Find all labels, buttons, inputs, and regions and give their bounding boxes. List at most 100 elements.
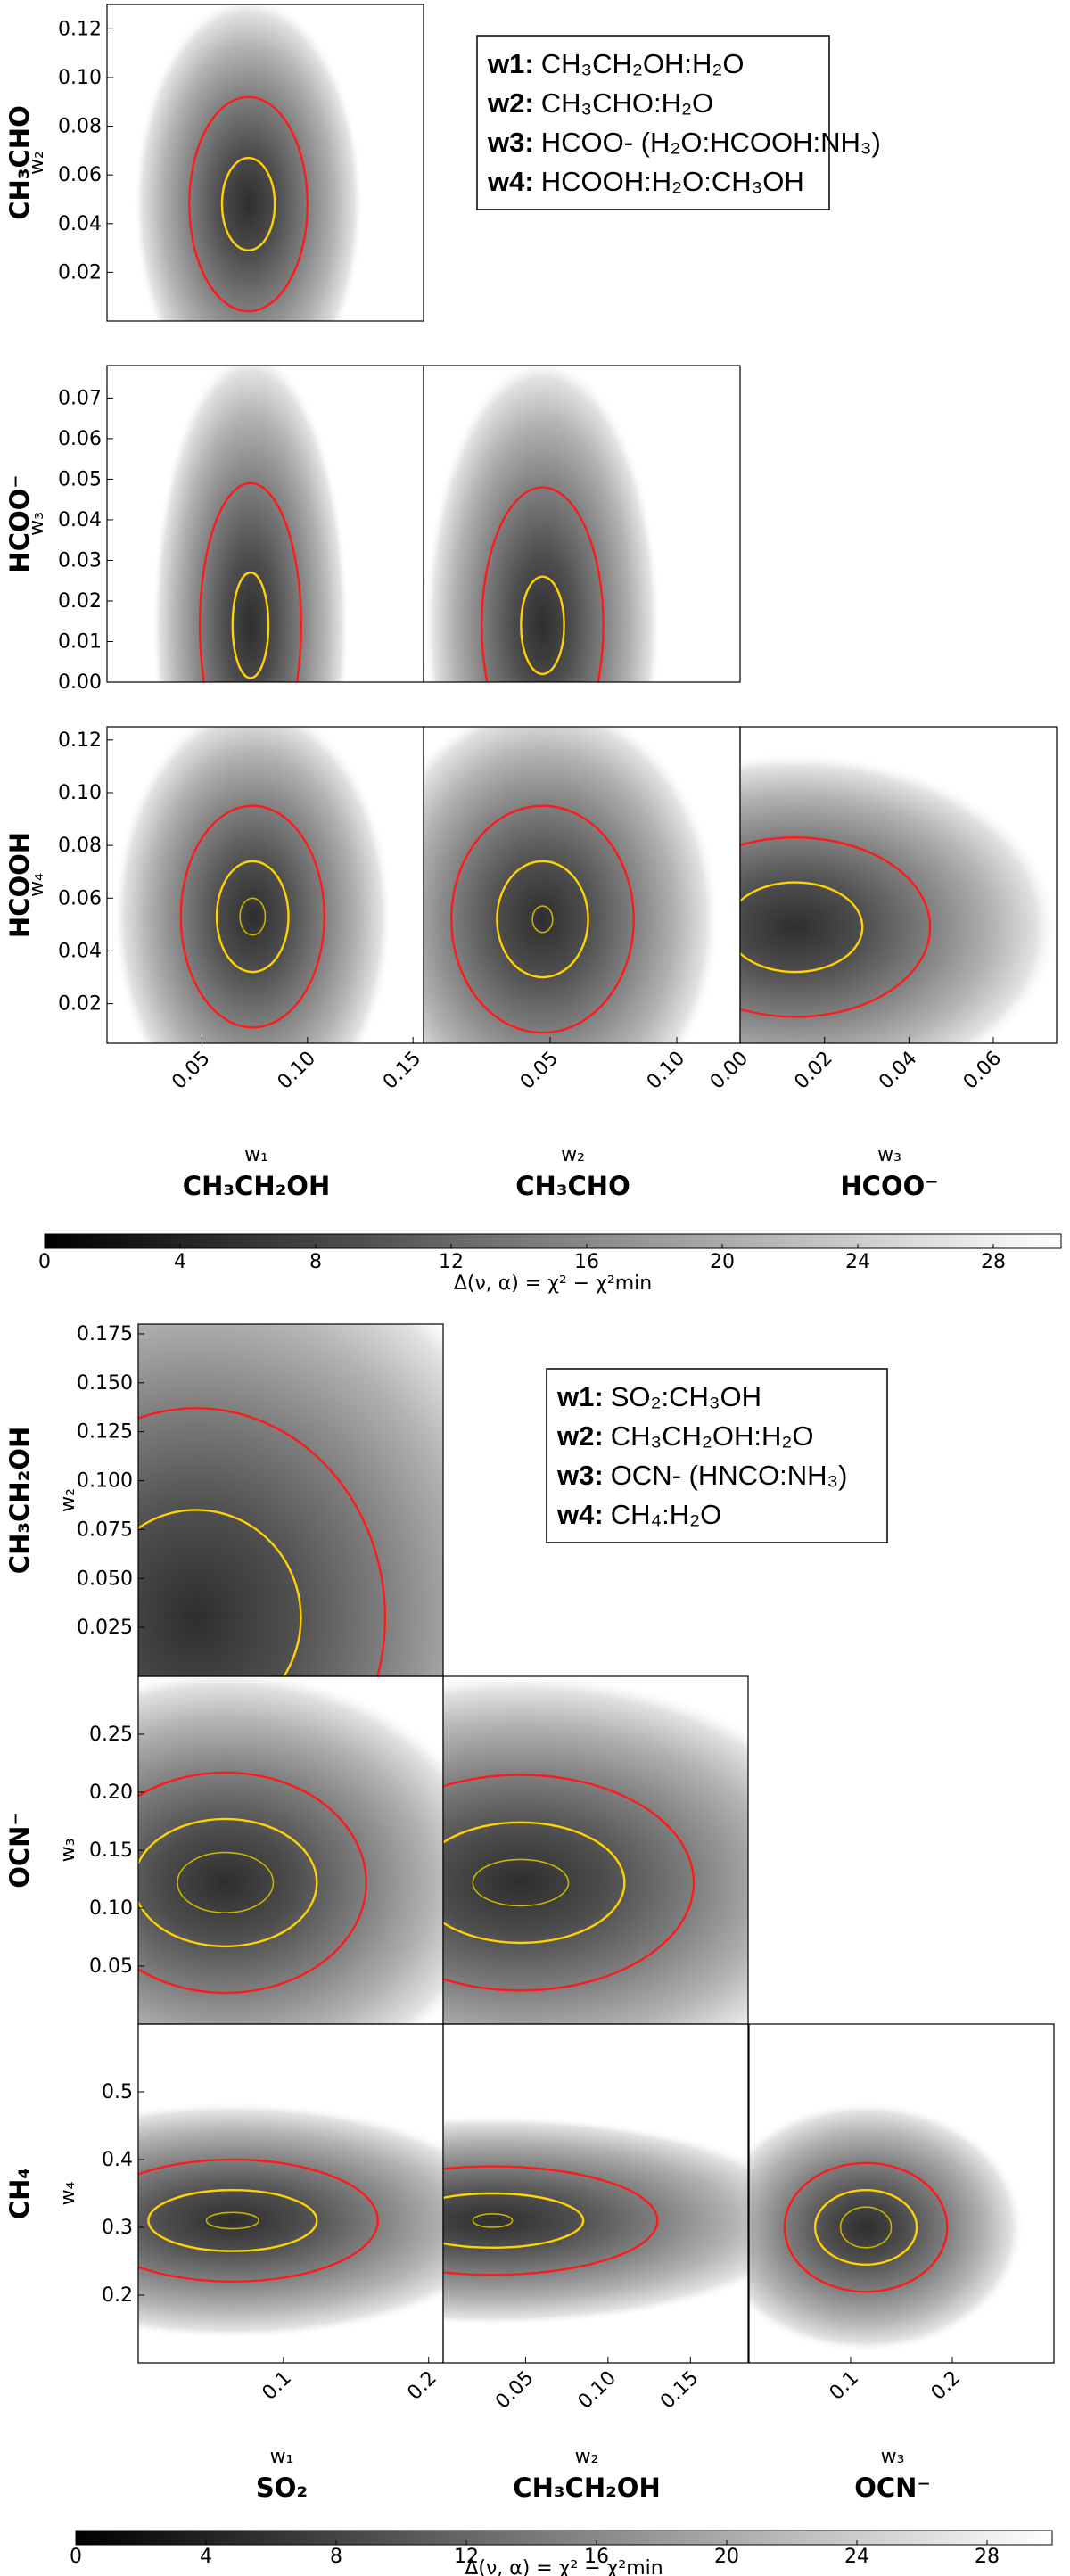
panel-frame <box>748 2023 1055 2364</box>
legend-formula: HCOOH:H₂O:CH₃OH <box>541 166 804 197</box>
contour-outer <box>198 481 302 682</box>
legend-entry: w2: CH₃CH₂OH:H₂O <box>556 1420 814 1452</box>
y-tick-label: 0.08 <box>58 835 102 857</box>
y-tick-label: 0.02 <box>58 261 102 284</box>
legend-box <box>476 35 830 210</box>
contour-inner <box>239 897 267 936</box>
colorbar-tick-label: 16 <box>574 1251 599 1273</box>
panel-r1-c0 <box>152 366 350 682</box>
chi-square-shading <box>749 2102 1025 2353</box>
contour-outer <box>481 486 605 682</box>
row-label: CH₃CHO <box>4 105 35 219</box>
y-tick-label: 0.01 <box>58 630 102 653</box>
y-tick-label: 0.04 <box>58 940 102 962</box>
x-tick-label: 0.02 <box>790 1047 836 1093</box>
legend-entry: w4: HCOOH:H₂O:CH₃OH <box>487 166 804 197</box>
chi-square-shading <box>740 752 1057 1043</box>
y-axis-label: w₄ <box>57 2181 79 2205</box>
panel-r2-c0 <box>138 2102 443 2340</box>
colorbar: 0 4 8 12 16 20 24 28 Δ(ν, α) = χ² − χ²min <box>38 1233 1062 1295</box>
x-tick-label: 0.00 <box>706 1047 753 1093</box>
contour-outer <box>443 1774 696 1992</box>
legend-entry: w2: CH₃CHO:H₂O <box>487 87 713 119</box>
y-axis-label: w₄ <box>26 873 48 897</box>
contour-outer <box>138 1407 386 1676</box>
x-tick-label: 0.2 <box>403 2366 440 2404</box>
y-tick-label: 0.075 <box>77 1518 133 1541</box>
legend-entry: w1: CH₃CH₂OH:H₂O <box>487 48 745 79</box>
x-axis-label: w₂ <box>561 1144 585 1166</box>
x-axis-label: w₁ <box>270 2446 294 2468</box>
y-tick-label: 0.05 <box>58 468 102 490</box>
y-tick-label: 0.15 <box>89 1839 133 1862</box>
legend-key: w3: <box>556 1460 604 1491</box>
x-tick-label: 0.10 <box>274 1047 320 1093</box>
panel-r2-c2 <box>749 2102 1025 2353</box>
panel-r2-c0 <box>112 727 393 1043</box>
x-tick-label: 0.1 <box>826 2366 863 2404</box>
colorbar-tick-label: 24 <box>845 1251 870 1273</box>
y-tick-label: 0.3 <box>102 2217 133 2239</box>
y-tick-label: 0.06 <box>58 164 102 186</box>
y-tick-label: 0.20 <box>89 1782 133 1804</box>
y-tick-label: 0.03 <box>58 549 102 572</box>
colorbar-gradient <box>75 2530 1053 2546</box>
contour-middle <box>147 2188 318 2252</box>
column-label: HCOO⁻ <box>840 1171 938 1201</box>
x-axis-label: w₁ <box>244 1144 268 1166</box>
legend-entry: w4: CH₄:H₂O <box>556 1499 721 1530</box>
chi-square-shading <box>138 2102 443 2340</box>
panel-r0-c0 <box>138 1324 443 1676</box>
legend-entry: w3: HCOO- (H₂O:HCOOH:NH₃) <box>487 127 881 158</box>
colorbar-tick-label: 24 <box>844 2546 869 2568</box>
contour-inner <box>531 905 554 934</box>
legend-formula: HCOO- (H₂O:HCOOH:NH₃) <box>541 127 881 158</box>
contour-middle <box>231 571 270 679</box>
panel-frame <box>739 726 1058 1044</box>
x-tick-label: 0.1 <box>259 2366 296 2404</box>
contour-middle <box>443 1821 626 1945</box>
legend-formula: CH₄:H₂O <box>611 1499 722 1530</box>
contour-middle <box>443 2192 585 2249</box>
column-label: CH₃CH₂OH <box>183 1171 330 1201</box>
contour-outer <box>188 95 309 313</box>
row-label: HCOOH <box>4 832 35 938</box>
row-label: HCOO⁻ <box>4 474 35 572</box>
column-label: SO₂ <box>256 2473 308 2503</box>
x-axis-label: w₃ <box>877 1144 901 1166</box>
contour-outer <box>450 804 635 1034</box>
y-tick-label: 0.175 <box>77 1323 133 1346</box>
y-axis-label: w₃ <box>26 512 48 536</box>
row-label: OCN⁻ <box>4 1812 35 1889</box>
x-tick-label: 0.04 <box>875 1047 921 1093</box>
x-tick-label: 0.2 <box>927 2366 965 2404</box>
y-tick-label: 0.06 <box>58 428 102 450</box>
legend-entry: w3: OCN- (HNCO:NH₃) <box>556 1460 847 1491</box>
panel-frame <box>442 2023 749 2364</box>
contour-inner <box>472 2212 514 2228</box>
chi-square-shading <box>133 4 364 321</box>
panel-r1-c1 <box>424 366 662 682</box>
y-tick-label: 0.125 <box>77 1421 133 1444</box>
legend-formula: CH₃CHO:H₂O <box>541 87 713 119</box>
legend-box <box>546 1368 888 1543</box>
legend-key: w3: <box>487 127 534 158</box>
x-tick-label: 0.15 <box>379 1047 425 1093</box>
colorbar-tick-label: 20 <box>714 2546 739 2568</box>
contour-middle <box>496 860 589 979</box>
row-label: CH₄ <box>4 2168 35 2219</box>
contour-middle <box>138 1817 318 1948</box>
chi-square-shading <box>138 1676 443 2024</box>
y-tick-label: 0.100 <box>77 1470 133 1493</box>
colorbar-label: Δ(ν, α) = χ² − χ²min <box>465 2557 663 2576</box>
contour-outer <box>443 2165 659 2276</box>
legend-key: w4: <box>556 1499 604 1530</box>
corner-plot-2: 0.0250.0500.0750.1000.1250.1500.175w₂0.0… <box>4 1323 1055 2576</box>
y-tick-label: 0.5 <box>102 2081 133 2103</box>
y-tick-label: 0.04 <box>58 509 102 531</box>
chi-square-shading <box>138 1324 443 1676</box>
panel-r2-c1 <box>424 727 720 1043</box>
contour-inner <box>177 1851 275 1913</box>
legend-entry: w1: SO₂:CH₃OH <box>556 1381 761 1412</box>
